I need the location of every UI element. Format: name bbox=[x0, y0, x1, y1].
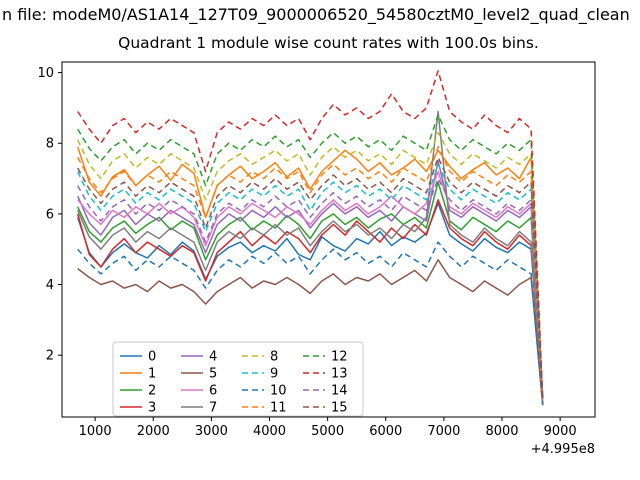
legend-label-14: 14 bbox=[331, 384, 348, 399]
series-line-11 bbox=[77, 146, 544, 401]
plot-border bbox=[61, 61, 596, 418]
x-axis-offset: +4.995e8 bbox=[531, 442, 595, 457]
figure-title: n file: modeM0/AS1A14_127T09_9000006520_… bbox=[2, 5, 630, 24]
legend-label-8: 8 bbox=[270, 350, 278, 365]
y-tick-label: 10 bbox=[37, 66, 54, 81]
x-tick-label: 5000 bbox=[311, 424, 344, 439]
legend-label-11: 11 bbox=[270, 401, 287, 416]
series-line-10 bbox=[77, 241, 544, 405]
series-line-0 bbox=[76, 202, 544, 403]
x-tick-label: 8000 bbox=[485, 424, 518, 439]
series-line-2 bbox=[77, 181, 544, 402]
legend-label-5: 5 bbox=[209, 367, 217, 382]
legend-label-1: 1 bbox=[148, 367, 156, 382]
y-tick-label: 6 bbox=[46, 207, 54, 222]
series-line-7 bbox=[77, 110, 544, 403]
legend-label-9: 9 bbox=[270, 367, 278, 382]
series-line-4 bbox=[77, 160, 544, 402]
axes-title: Quadrant 1 module wise count rates with … bbox=[118, 34, 539, 52]
legend-label-13: 13 bbox=[331, 367, 348, 382]
legend-label-6: 6 bbox=[209, 384, 217, 399]
series-line-13 bbox=[77, 70, 544, 398]
series-line-3 bbox=[76, 199, 544, 404]
x-tick-label: 3000 bbox=[195, 424, 228, 439]
x-tick-label: 9000 bbox=[544, 424, 577, 439]
series-line-14 bbox=[77, 177, 544, 402]
series-line-8 bbox=[77, 131, 544, 400]
legend-label-3: 3 bbox=[148, 401, 156, 416]
legend-label-12: 12 bbox=[331, 350, 348, 365]
y-tick-label: 2 bbox=[46, 349, 54, 364]
legend-label-0: 0 bbox=[148, 350, 156, 365]
y-tick-label: 4 bbox=[46, 278, 54, 293]
legend-label-15: 15 bbox=[331, 401, 348, 416]
legend-label-4: 4 bbox=[209, 350, 217, 365]
x-tick-label: 4000 bbox=[253, 424, 286, 439]
legend-frame bbox=[112, 341, 364, 417]
legend-label-10: 10 bbox=[270, 384, 287, 399]
x-tick-label: 1000 bbox=[79, 424, 112, 439]
x-tick-label: 2000 bbox=[137, 424, 170, 439]
series-line-9 bbox=[77, 163, 544, 402]
series-line-1 bbox=[76, 146, 544, 402]
legend-label-7: 7 bbox=[209, 401, 217, 416]
y-tick-label: 8 bbox=[46, 137, 54, 152]
legend-label-2: 2 bbox=[148, 384, 156, 399]
series-line-6 bbox=[77, 170, 544, 401]
series-line-5 bbox=[77, 259, 544, 406]
x-tick-label: 7000 bbox=[427, 424, 460, 439]
series-line-12 bbox=[77, 114, 544, 399]
x-tick-label: 6000 bbox=[369, 424, 402, 439]
